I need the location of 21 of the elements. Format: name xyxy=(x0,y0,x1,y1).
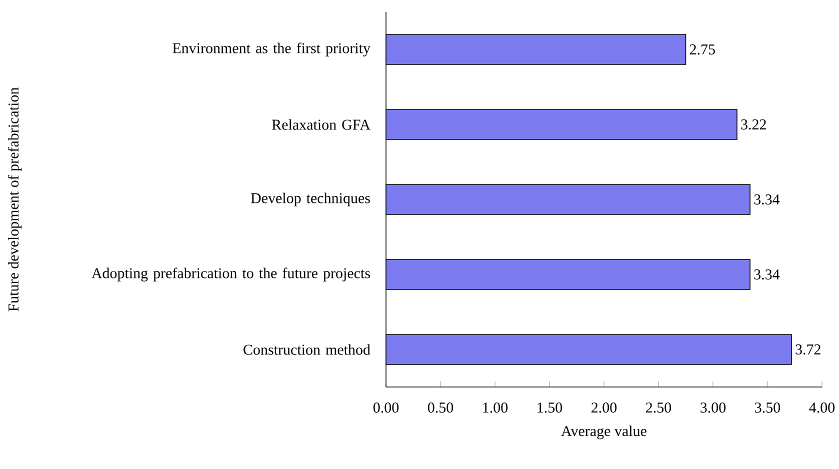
data-label: 3.72 xyxy=(796,344,820,355)
data-label: 2.75 xyxy=(690,44,715,55)
x-tick-label: 4.00 xyxy=(809,402,835,413)
y-tick-label: Develop techniques xyxy=(250,192,370,206)
x-tick-label: 1.00 xyxy=(483,402,508,413)
y-tick-label: Adopting prefabrication to the future projects xyxy=(92,268,370,282)
data-label: 3.22 xyxy=(741,119,766,130)
x-tick-label: 0.50 xyxy=(428,402,454,413)
x-tick-label: 3.50 xyxy=(755,402,780,413)
x-tick-label: 2.00 xyxy=(592,402,617,413)
y-tick-label: Construction method xyxy=(244,344,370,355)
y-tick-label: Environment as the first priority xyxy=(172,42,370,56)
x-axis-title: Average value xyxy=(561,426,646,440)
x-tick-label: 2.50 xyxy=(646,402,672,413)
x-tick-label: 0.00 xyxy=(373,402,399,413)
data-label: 3.34 xyxy=(754,194,780,205)
x-tick-label: 1.50 xyxy=(538,402,562,413)
y-axis-title: Future development of prefabrication xyxy=(8,87,22,312)
x-tick-label: 3.00 xyxy=(700,402,726,413)
data-label: 3.34 xyxy=(754,269,780,280)
y-tick-label: Relaxation GFA xyxy=(272,119,370,130)
